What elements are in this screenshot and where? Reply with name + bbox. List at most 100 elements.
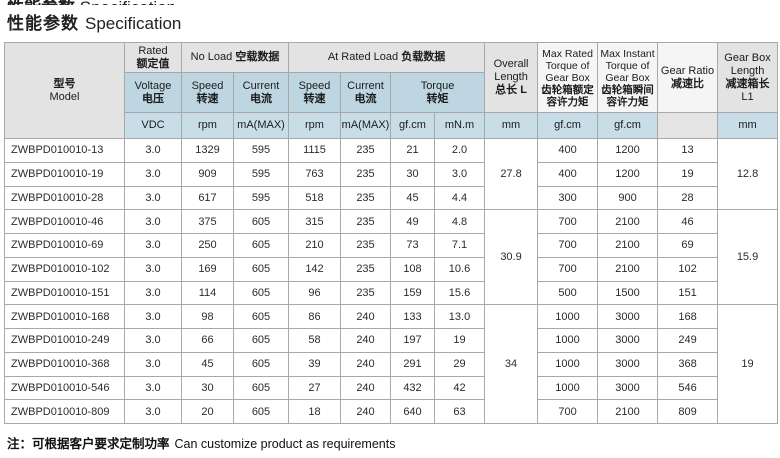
header-rated-load-speed: Speed 转速 [288, 72, 341, 113]
voltage-cell: 3.0 [124, 304, 182, 329]
voltage-cell: 3.0 [124, 256, 182, 282]
max-instant-torque-cell: 3000 [597, 375, 659, 401]
page-title-en: Specification [85, 14, 182, 33]
header-model: 型号 Model [4, 42, 125, 139]
model-cell: ZWBPD010010-13 [4, 138, 125, 163]
max-instant-torque-cell: 1500 [597, 280, 659, 306]
torque-mnm-cell: 15.6 [433, 280, 486, 306]
spec-row: ZWBPD010010-249 3.0 66 605 58 240 197 19 1000 300… [4, 328, 778, 353]
gear-ratio-cell: 69 [657, 233, 719, 258]
max-instant-torque-cell: 900 [597, 185, 659, 211]
rated-load-speed-cell: 315 [288, 209, 341, 234]
no-load-current-cell: 605 [233, 351, 289, 377]
no-load-speed-cell: 617 [181, 185, 234, 211]
voltage-cell: 3.0 [124, 375, 182, 401]
max-rated-torque-cell: 1000 [537, 304, 599, 329]
max-rated-torque-cell: 500 [537, 280, 599, 306]
no-load-speed-cell: 20 [181, 399, 234, 424]
unit-no-load-speed: rpm [181, 112, 234, 139]
rated-load-speed-cell: 763 [288, 161, 341, 187]
page-title: 性能参数 Specification [7, 9, 181, 34]
header-rated: Rated 额定值 [124, 42, 182, 73]
header-torque: Torque 转矩 [389, 72, 486, 113]
rated-load-speed-cell: 1115 [288, 138, 341, 163]
rated-load-current-cell: 235 [340, 256, 391, 282]
rated-load-current-cell: 235 [340, 161, 391, 187]
gear-box-length-cell: 12.8 [717, 137, 779, 211]
no-load-current-cell: 595 [233, 185, 289, 211]
torque-mnm-cell: 3.0 [433, 161, 486, 187]
header-no-load-speed: Speed 转速 [181, 72, 234, 113]
voltage-cell: 3.0 [124, 161, 182, 187]
footer-note-zh: 注：可根据客户要求定制功率 [7, 437, 170, 451]
no-load-current-cell: 605 [233, 233, 289, 258]
no-load-speed-cell: 909 [181, 161, 234, 187]
no-load-speed-cell: 1329 [181, 138, 234, 163]
torque-mnm-cell: 19 [433, 328, 486, 353]
unit-rated-load-current: mA(MAX) [340, 112, 391, 139]
spec-row: ZWBPD010010-546 3.0 30 605 27 240 432 42 1000 300… [4, 375, 778, 401]
header-row-units: VDC rpm mA(MAX) rpm mA(MAX) gf.cm mN.m m… [5, 112, 779, 139]
torque-mnm-cell: 29 [433, 351, 486, 377]
torque-mnm-cell: 7.1 [433, 233, 486, 258]
model-cell: ZWBPD010010-151 [4, 280, 125, 306]
overall-length-cell: 34 [484, 304, 539, 424]
unit-max-rated-torque: gf.cm [537, 112, 599, 139]
torque-mnm-cell: 13.0 [433, 304, 486, 329]
rated-load-speed-cell: 86 [288, 304, 341, 329]
gear-ratio-cell: 46 [657, 209, 719, 234]
rated-load-current-cell: 240 [340, 375, 391, 401]
torque-gfcm-cell: 21 [390, 138, 435, 163]
model-cell: ZWBPD010010-28 [4, 185, 125, 211]
unit-gear-ratio-empty [657, 112, 719, 139]
max-rated-torque-cell: 1000 [537, 375, 599, 401]
spec-row: ZWBPD010010-46 3.0 375 605 315 235 49 4.8 30.9 70… [4, 209, 779, 306]
rated-load-current-cell: 235 [340, 209, 391, 234]
torque-gfcm-cell: 73 [390, 233, 435, 258]
unit-gear-box-length: mm [717, 112, 779, 139]
header-at-rated-load: At Rated Load 负载数据 [287, 42, 486, 73]
spec-row: ZWBPD010010-69 3.0 250 605 210 235 73 7.1 700 210… [4, 233, 778, 258]
clipped-text: 性能参数 Specification [7, 0, 176, 5]
torque-gfcm-cell: 640 [390, 399, 435, 424]
model-cell: ZWBPD010010-546 [4, 375, 125, 401]
unit-rated-load-speed: rpm [288, 112, 341, 139]
unit-torque-mnm: mN.m [433, 112, 486, 139]
model-cell: ZWBPD010010-809 [4, 399, 125, 424]
spec-row: ZWBPD010010-102 3.0 169 605 142 235 108 10.6 700… [4, 256, 778, 282]
torque-gfcm-cell: 432 [390, 375, 435, 401]
max-instant-torque-cell: 2100 [597, 209, 659, 234]
voltage-cell: 3.0 [124, 280, 182, 306]
torque-gfcm-cell: 291 [390, 351, 435, 377]
voltage-cell: 3.0 [124, 138, 182, 163]
header-rated-load-current: Current 电流 [340, 72, 391, 113]
clipped-text-artifact: 性能参数 Specification [7, 0, 307, 5]
max-instant-torque-cell: 2100 [597, 399, 659, 424]
unit-torque-gfcm: gf.cm [390, 112, 435, 139]
voltage-cell: 3.0 [124, 399, 182, 424]
torque-mnm-cell: 2.0 [433, 138, 486, 163]
model-cell: ZWBPD010010-249 [4, 328, 125, 353]
no-load-speed-cell: 375 [181, 209, 234, 234]
header-gear-box-length: Gear Box Length 减速箱长 L1 [717, 42, 779, 113]
unit-no-load-current: mA(MAX) [233, 112, 289, 139]
header-max-rated-torque: Max Rated Torque of Gear Box 齿轮箱额定 容许力矩 [537, 42, 599, 113]
voltage-cell: 3.0 [124, 233, 182, 258]
torque-mnm-cell: 4.8 [433, 209, 486, 234]
overall-length-cell: 30.9 [484, 209, 539, 306]
no-load-current-cell: 605 [233, 304, 289, 329]
gear-ratio-cell: 809 [657, 399, 719, 424]
max-instant-torque-cell: 3000 [597, 304, 659, 329]
spec-row: ZWBPD010010-19 3.0 909 595 763 235 30 3.0 400 120… [4, 161, 778, 187]
no-load-current-cell: 595 [233, 138, 289, 163]
spec-row: ZWBPD010010-809 3.0 20 605 18 240 640 63 700 2100… [4, 399, 778, 424]
voltage-cell: 3.0 [124, 185, 182, 211]
unit-overall-length: mm [484, 112, 539, 139]
rated-load-current-cell: 235 [340, 233, 391, 258]
rated-load-speed-cell: 96 [288, 280, 341, 306]
max-rated-torque-cell: 300 [537, 185, 599, 211]
gear-box-length-cell: 15.9 [717, 209, 779, 306]
rated-load-current-cell: 240 [340, 328, 391, 353]
spec-table: 型号 Model Rated 额定值 No Load 空载数据 At Rated… [4, 42, 779, 424]
